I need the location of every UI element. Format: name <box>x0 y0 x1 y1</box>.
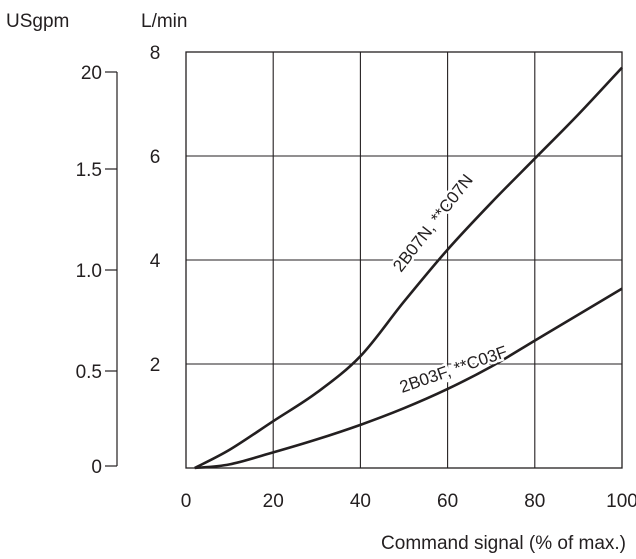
x-tick-label: 40 <box>350 491 371 512</box>
y2-tick-label: 1.5 <box>76 160 102 181</box>
y2-axis-unit-label: USgpm <box>6 11 69 32</box>
x-tick-label: 20 <box>263 491 284 512</box>
y2-tick-label: 0.5 <box>76 362 102 383</box>
y-tick-label: 8 <box>150 43 161 64</box>
y2-tick-label: 0 <box>91 457 102 478</box>
y-axis-unit-label: L/min <box>141 11 187 32</box>
x-tick-label: 80 <box>524 491 545 512</box>
x-axis-label: Command signal (% of max.) <box>381 533 626 554</box>
y-tick-label: 4 <box>150 251 161 272</box>
tick-labels: 0 20 40 60 80 100 2 4 6 8 <box>150 43 636 512</box>
y-tick-label: 6 <box>150 147 161 168</box>
x-tick-label: 100 <box>606 491 636 512</box>
y2-tick-label: 1.0 <box>76 261 102 282</box>
y-tick-label: 2 <box>150 355 161 376</box>
secondary-y-axis: 0 0.5 1.0 1.5 20 <box>76 63 117 478</box>
x-tick-label: 60 <box>437 491 458 512</box>
series-label-2b03f: 2B03F, **C03F <box>397 342 510 397</box>
x-tick-label: 0 <box>181 491 192 512</box>
y2-tick-label: 20 <box>81 63 102 84</box>
